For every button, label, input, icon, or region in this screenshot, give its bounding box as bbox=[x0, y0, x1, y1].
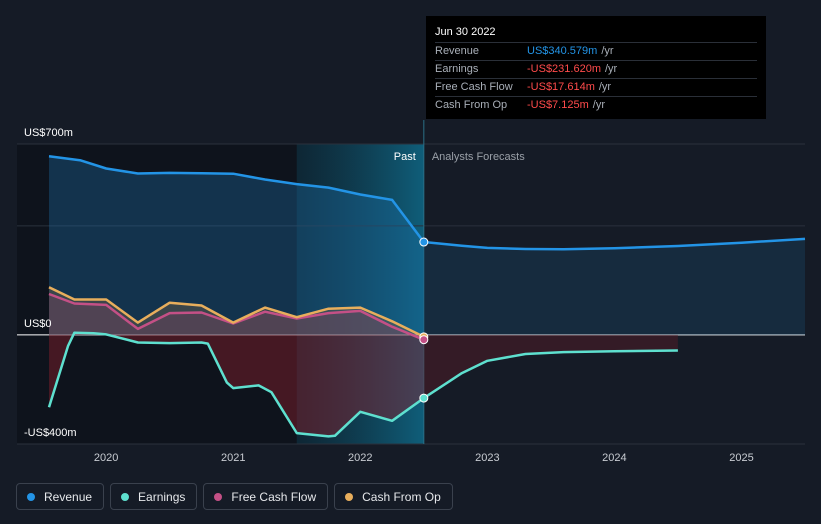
tooltip-unit: /yr bbox=[592, 99, 605, 111]
tooltip-unit: /yr bbox=[598, 81, 612, 93]
earnings-forecast-line bbox=[423, 349, 678, 400]
earnings-area bbox=[49, 332, 424, 437]
x-tick-label: 2021 bbox=[221, 452, 245, 464]
tooltip-label: Cash From Op bbox=[435, 99, 508, 111]
revenue-area bbox=[49, 156, 424, 335]
x-tick-label: 2023 bbox=[475, 452, 499, 464]
tooltip-label: Earnings bbox=[435, 63, 479, 75]
tooltip-value: US$340.579m bbox=[527, 45, 598, 57]
legend-item-free-cash-flow[interactable]: Free Cash Flow bbox=[203, 483, 329, 510]
revenue-marker bbox=[419, 237, 429, 247]
revenue-forecast-area bbox=[423, 238, 805, 335]
tooltip-unit: /yr bbox=[605, 63, 618, 75]
x-tick-label: 2024 bbox=[602, 452, 626, 464]
tooltip: Jun 30 2022 Revenue US$340.579m /yr Earn… bbox=[426, 16, 766, 119]
y-label-zero: US$0 bbox=[24, 318, 52, 330]
tooltip-label: Free Cash Flow bbox=[435, 81, 513, 93]
legend-item-earnings[interactable]: Earnings bbox=[110, 483, 198, 510]
earnings-forecast-area bbox=[423, 334, 678, 399]
y-label-bottom: -US$400m bbox=[24, 427, 77, 439]
earnings-marker bbox=[419, 393, 429, 403]
revenue-dot-icon bbox=[27, 492, 35, 501]
legend-label: Free Cash Flow bbox=[231, 489, 317, 504]
tooltip-row-free-cash-flow: Free Cash Flow -US$17.614m /yr bbox=[435, 78, 757, 96]
past-label: Past bbox=[394, 151, 416, 163]
tooltip-row-earnings: Earnings -US$231.620m /yr bbox=[435, 60, 757, 78]
free-cash-flow-marker bbox=[419, 335, 429, 345]
free-cash-flow-area bbox=[49, 294, 424, 340]
tooltip-row-revenue: Revenue US$340.579m /yr bbox=[435, 42, 757, 60]
legend-item-revenue[interactable]: Revenue bbox=[16, 483, 105, 510]
y-label-top: US$700m bbox=[24, 127, 73, 139]
legend-label: Earnings bbox=[138, 489, 186, 504]
earnings-dot-icon bbox=[121, 492, 130, 501]
legend-label: Revenue bbox=[44, 489, 93, 504]
chart: US$700m US$0 -US$400m Past Analysts Forecast… bbox=[17, 120, 806, 464]
tooltip-label: Revenue bbox=[435, 45, 480, 57]
earnings-line bbox=[47, 331, 425, 438]
tooltip-date: Jun 30 2022 bbox=[435, 26, 496, 38]
tooltip-value: -US$17.614m bbox=[527, 81, 595, 93]
cash-from-op-line bbox=[48, 286, 425, 338]
legend-item-cash-from-op[interactable]: Cash From Op bbox=[334, 483, 453, 510]
legend: Revenue Earnings Free Cash Flow Cash Fro… bbox=[16, 483, 453, 510]
tooltip-unit: /yr bbox=[601, 45, 614, 57]
x-tick-label: 2022 bbox=[348, 452, 372, 464]
legend-label: Cash From Op bbox=[362, 489, 441, 504]
x-tick-label: 2020 bbox=[94, 452, 118, 464]
revenue-forecast-line bbox=[423, 237, 806, 251]
forecast-label: Analysts Forecasts bbox=[432, 151, 525, 163]
revenue-line bbox=[48, 155, 425, 243]
x-tick-label: 2025 bbox=[729, 452, 753, 464]
free-cash-flow-dot-icon bbox=[214, 492, 223, 501]
cash-from-op-area bbox=[49, 287, 424, 337]
cash-from-op-dot-icon bbox=[345, 492, 354, 501]
tooltip-value: -US$7.125m bbox=[527, 99, 589, 111]
tooltip-row-cash-from-op: Cash From Op -US$7.125m /yr bbox=[435, 96, 757, 114]
tooltip-value: -US$231.620m bbox=[527, 63, 601, 75]
